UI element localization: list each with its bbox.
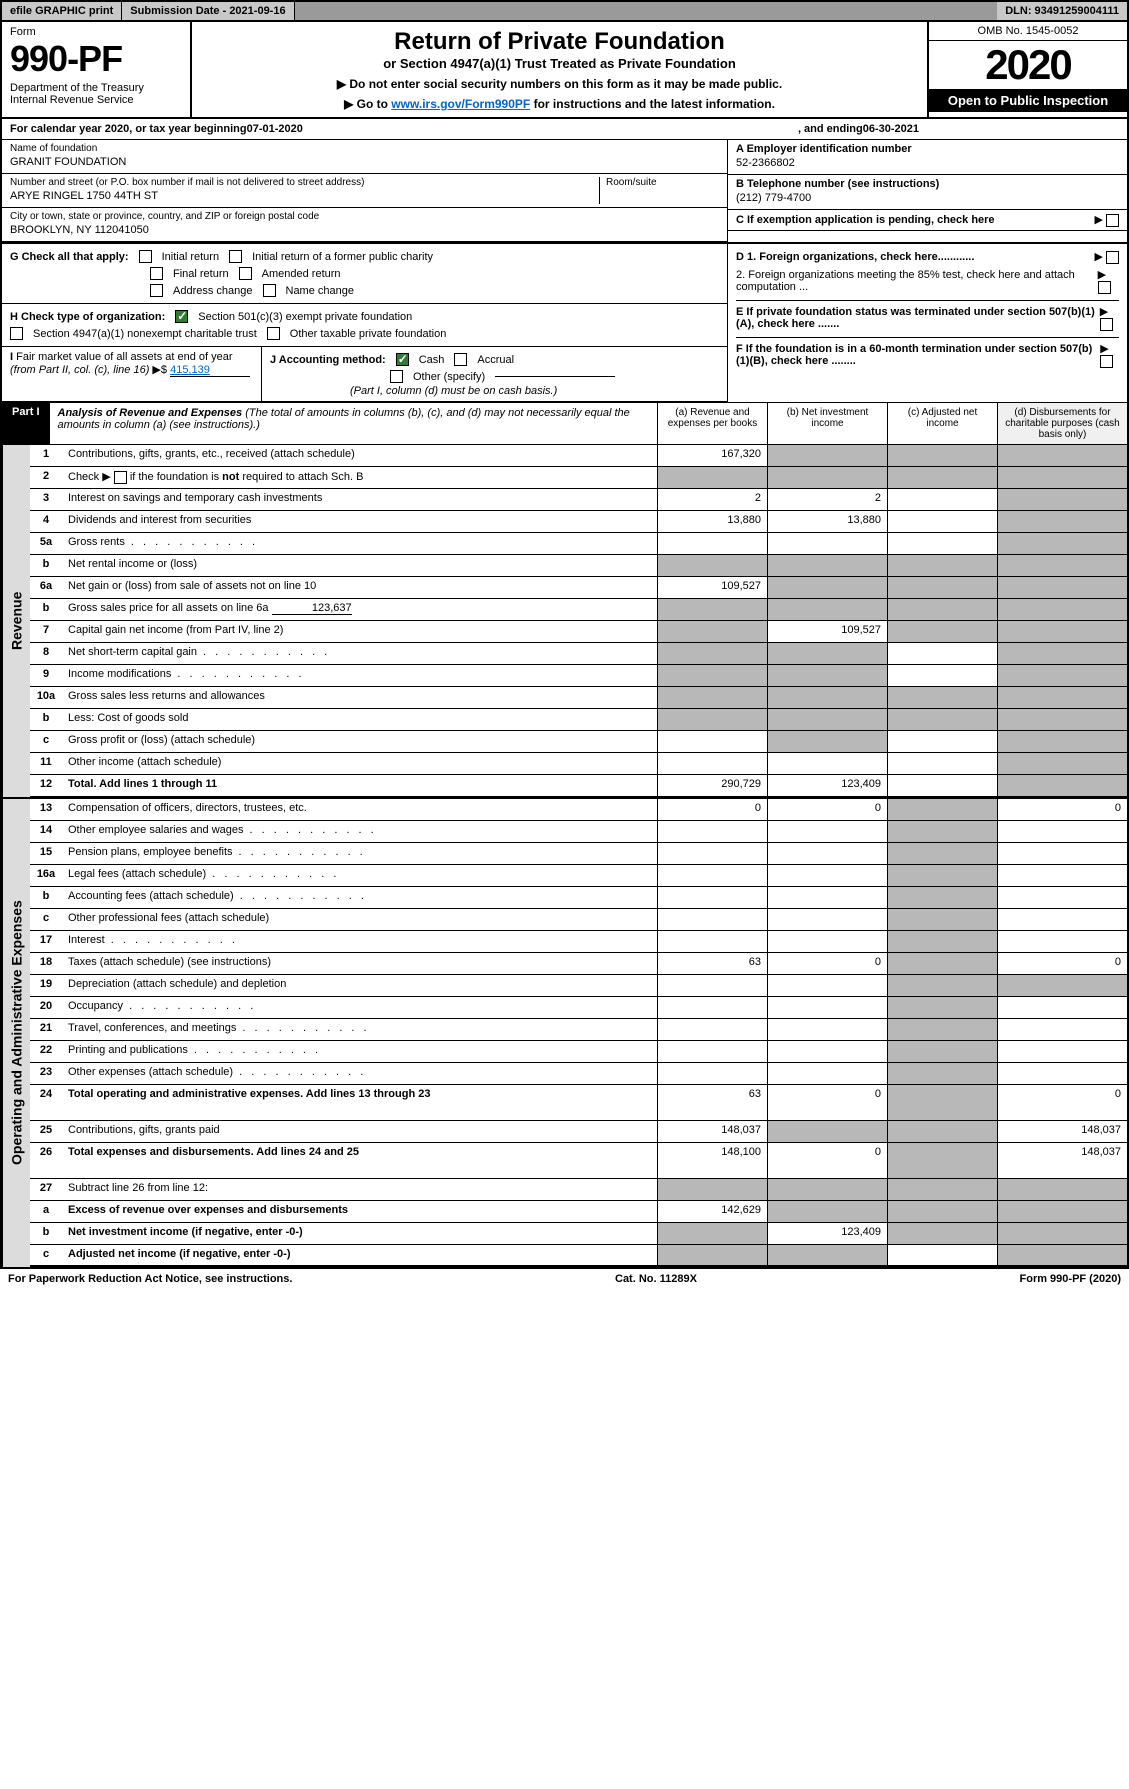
other-taxable-checkbox[interactable] xyxy=(267,327,280,340)
name-change-checkbox[interactable] xyxy=(263,284,276,297)
section-g: G Check all that apply: Initial return I… xyxy=(2,244,727,304)
section-g-d: G Check all that apply: Initial return I… xyxy=(2,244,1127,403)
year-end: 06-30-2021 xyxy=(863,123,919,135)
ein: 52-2366802 xyxy=(736,155,1119,171)
section-i-j: I Fair market value of all assets at end… xyxy=(2,347,727,402)
foreign-org-checkbox[interactable] xyxy=(1106,251,1119,264)
revenue-label: Revenue xyxy=(2,445,30,797)
paperwork-notice: For Paperwork Reduction Act Notice, see … xyxy=(8,1273,292,1285)
form-container: efile GRAPHIC print Submission Date - 20… xyxy=(0,0,1129,1269)
501c3-checkbox[interactable] xyxy=(175,310,188,323)
col-d-header: (d) Disbursements for charitable purpose… xyxy=(997,403,1127,444)
60month-checkbox[interactable] xyxy=(1100,355,1113,368)
dept-label: Department of the TreasuryInternal Reven… xyxy=(10,82,182,106)
form-number: 990-PF xyxy=(10,38,182,80)
address-change-checkbox[interactable] xyxy=(150,284,163,297)
form-title: Return of Private Foundation xyxy=(202,28,917,56)
part1-header-row: Part I Analysis of Revenue and Expenses … xyxy=(2,403,1127,445)
calendar-year-row: For calendar year 2020, or tax year begi… xyxy=(2,119,1127,140)
header-right: OMB No. 1545-0052 2020 Open to Public In… xyxy=(927,22,1127,117)
city-state-zip: BROOKLYN, NY 112041050 xyxy=(10,222,719,238)
tax-year: 2020 xyxy=(929,41,1127,89)
address-row: Number and street (or P.O. box number if… xyxy=(2,174,727,208)
initial-return-checkbox[interactable] xyxy=(139,250,152,263)
phone: (212) 779-4700 xyxy=(736,190,1119,206)
page-footer: For Paperwork Reduction Act Notice, see … xyxy=(0,1269,1129,1289)
room-label: Room/suite xyxy=(606,177,719,188)
fmv-label: I xyxy=(10,351,16,363)
cat-number: Cat. No. 11289X xyxy=(615,1273,697,1285)
info-left: Name of foundation GRANIT FOUNDATION Num… xyxy=(2,140,727,242)
omb-number: OMB No. 1545-0052 xyxy=(929,22,1127,41)
header-center: Return of Private Foundation or Section … xyxy=(192,22,927,117)
section-d-e-f: D 1. Foreign organizations, check here..… xyxy=(727,244,1127,402)
revenue-section: Revenue 1Contributions, gifts, grants, e… xyxy=(2,445,1127,797)
exemption-row: C If exemption application is pending, c… xyxy=(728,210,1127,231)
address: ARYE RINGEL 1750 44TH ST xyxy=(10,188,599,204)
expenses-label: Operating and Administrative Expenses xyxy=(2,799,30,1267)
terminated-checkbox[interactable] xyxy=(1100,318,1113,331)
form-subtitle: or Section 4947(a)(1) Trust Treated as P… xyxy=(202,56,917,71)
form-label: Form xyxy=(10,26,182,38)
expenses-section: Operating and Administrative Expenses 13… xyxy=(2,797,1127,1267)
year-begin: 07-01-2020 xyxy=(247,123,303,135)
inspection-label: Open to Public Inspection xyxy=(929,89,1127,112)
ein-row: A Employer identification number 52-2366… xyxy=(728,140,1127,175)
submission-date: Submission Date - 2021-09-16 xyxy=(122,2,294,20)
note-link: ▶ Go to www.irs.gov/Form990PF for instru… xyxy=(202,97,917,111)
efile-label: efile GRAPHIC print xyxy=(2,2,122,20)
part1-title: Analysis of Revenue and Expenses (The to… xyxy=(50,403,657,444)
form-version: Form 990-PF (2020) xyxy=(1020,1273,1121,1285)
col-c-header: (c) Adjusted net income xyxy=(887,403,997,444)
form-header: Form 990-PF Department of the TreasuryIn… xyxy=(2,22,1127,119)
info-grid: Name of foundation GRANIT FOUNDATION Num… xyxy=(2,140,1127,244)
final-return-checkbox[interactable] xyxy=(150,267,163,280)
irs-link[interactable]: www.irs.gov/Form990PF xyxy=(391,97,530,111)
accrual-checkbox[interactable] xyxy=(454,353,467,366)
initial-public-checkbox[interactable] xyxy=(229,250,242,263)
schb-checkbox[interactable] xyxy=(114,471,127,484)
exemption-checkbox[interactable] xyxy=(1106,214,1119,227)
fmv-value[interactable]: 415,139 xyxy=(170,364,250,377)
dln-label: DLN: 93491259004111 xyxy=(997,2,1127,20)
city-row: City or town, state or province, country… xyxy=(2,208,727,242)
cash-checkbox[interactable] xyxy=(396,353,409,366)
phone-row: B Telephone number (see instructions) (2… xyxy=(728,175,1127,210)
part1-label: Part I xyxy=(2,403,50,444)
topbar: efile GRAPHIC print Submission Date - 20… xyxy=(2,2,1127,22)
header-left: Form 990-PF Department of the TreasuryIn… xyxy=(2,22,192,117)
foundation-name-row: Name of foundation GRANIT FOUNDATION xyxy=(2,140,727,174)
amended-return-checkbox[interactable] xyxy=(239,267,252,280)
col-b-header: (b) Net investment income xyxy=(767,403,887,444)
other-method-checkbox[interactable] xyxy=(390,370,403,383)
section-h: H Check type of organization: Section 50… xyxy=(2,304,727,347)
col-a-header: (a) Revenue and expenses per books xyxy=(657,403,767,444)
foundation-name: GRANIT FOUNDATION xyxy=(10,154,719,170)
topbar-spacer xyxy=(295,2,998,20)
85pct-checkbox[interactable] xyxy=(1098,281,1111,294)
info-right: A Employer identification number 52-2366… xyxy=(727,140,1127,242)
note-ssn: ▶ Do not enter social security numbers o… xyxy=(202,77,917,91)
4947-checkbox[interactable] xyxy=(10,327,23,340)
